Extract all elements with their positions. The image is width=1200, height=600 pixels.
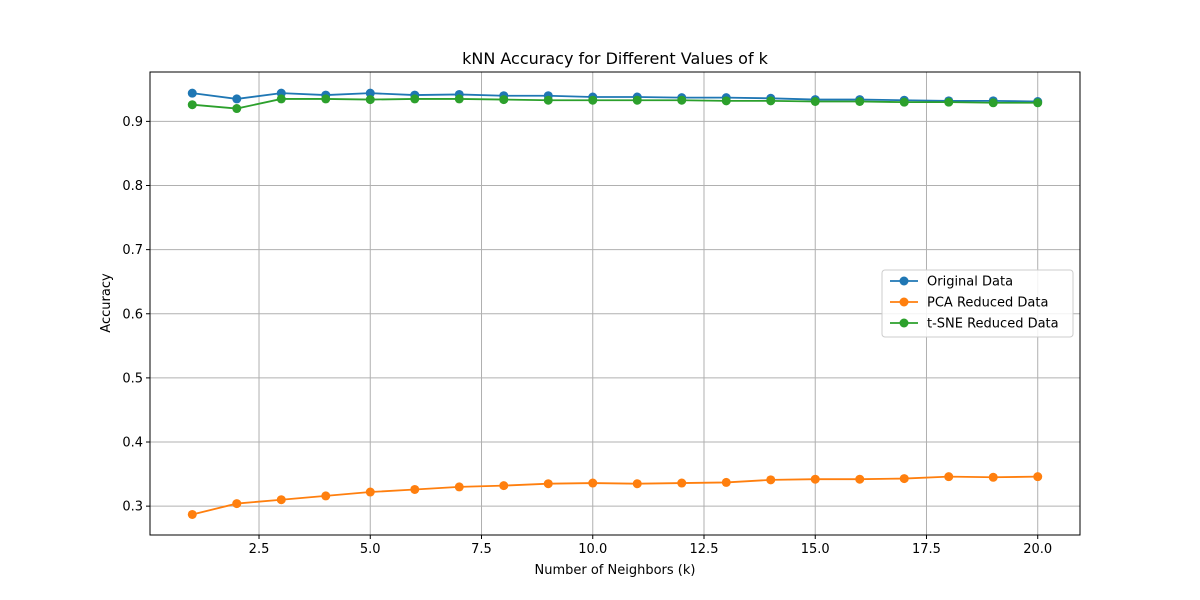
x-tick-label: 17.5 [912,542,941,557]
data-point [632,95,642,105]
axis-ticks: 2.5 5.0 7.5 10.0 12.5 15.0 17.5 20.0 0.3 0.4 0.5 0.… [122,115,1052,557]
y-tick-label: 0.4 [122,436,143,451]
x-tick-label: 2.5 [249,542,270,557]
series-line [192,92,1038,103]
data-point [899,474,909,484]
data-point [766,96,776,106]
legend-label: t-SNE Reduced Data [927,317,1059,332]
grid-lines [150,72,1080,535]
data-point [1033,98,1043,108]
y-tick-label: 0.9 [122,115,143,130]
data-point [365,88,375,98]
x-tick-label: 10.0 [578,542,607,557]
y-tick-label: 0.3 [122,500,143,515]
x-axis-label: Number of Neighbors (k) [535,563,696,578]
legend-label: Original Data [927,275,1013,290]
data-point [988,98,998,108]
data-point [766,475,776,485]
chart-title: kNN Accuracy for Different Values of k [462,49,769,68]
x-tick-label: 7.5 [471,542,492,557]
data-point [810,96,820,106]
data-point [988,472,998,482]
data-point [410,94,420,104]
x-tick-label: 5.0 [360,542,381,557]
data-point [588,95,598,105]
data-point [365,95,375,105]
legend-box [881,269,1074,338]
x-tick-label: 15.0 [801,542,830,557]
data-point [365,487,375,497]
y-tick-label: 0.5 [122,371,143,386]
x-tick-label: 12.5 [690,542,719,557]
data-point [232,94,242,104]
legend-marker [899,276,909,286]
data-point [276,495,286,505]
data-point [810,474,820,484]
data-point [1033,472,1043,482]
plot-area-frame [149,71,1081,536]
data-point [187,88,197,98]
y-tick-label: 0.8 [122,179,143,194]
series-1 [187,472,1043,519]
legend: Original Data PCA Reduced Data t-SNE Reduc… [881,269,1074,338]
data-point [588,478,598,488]
data-point [232,499,242,509]
legend-label: PCA Reduced Data [927,296,1048,311]
data-point [721,96,731,106]
data-point [499,95,509,105]
series-line [192,98,1038,110]
data-point [454,482,464,492]
data-point [321,94,331,104]
y-tick-label: 0.7 [122,243,143,258]
data-point [855,474,865,484]
data-point [276,94,286,104]
series-line [192,475,1038,516]
legend-marker [899,297,909,307]
data-point [632,479,642,489]
data-point [321,491,331,501]
data-point [543,479,553,489]
data-point [499,481,509,491]
data-point [944,472,954,482]
data-point [855,96,865,106]
data-point [187,509,197,519]
data-point [543,95,553,105]
data-point [677,95,687,105]
data-point [232,104,242,114]
data-point [899,97,909,107]
data-point [721,477,731,487]
data-point [410,484,420,494]
series-layer [187,88,1043,519]
data-point [944,97,954,107]
series-2 [187,94,1043,114]
x-tick-label: 20.0 [1023,542,1052,557]
data-point [677,478,687,488]
data-point [454,94,464,104]
y-axis-label: Accuracy [99,273,114,333]
y-tick-label: 0.6 [122,307,143,322]
legend-marker [899,318,909,328]
data-point [187,100,197,110]
